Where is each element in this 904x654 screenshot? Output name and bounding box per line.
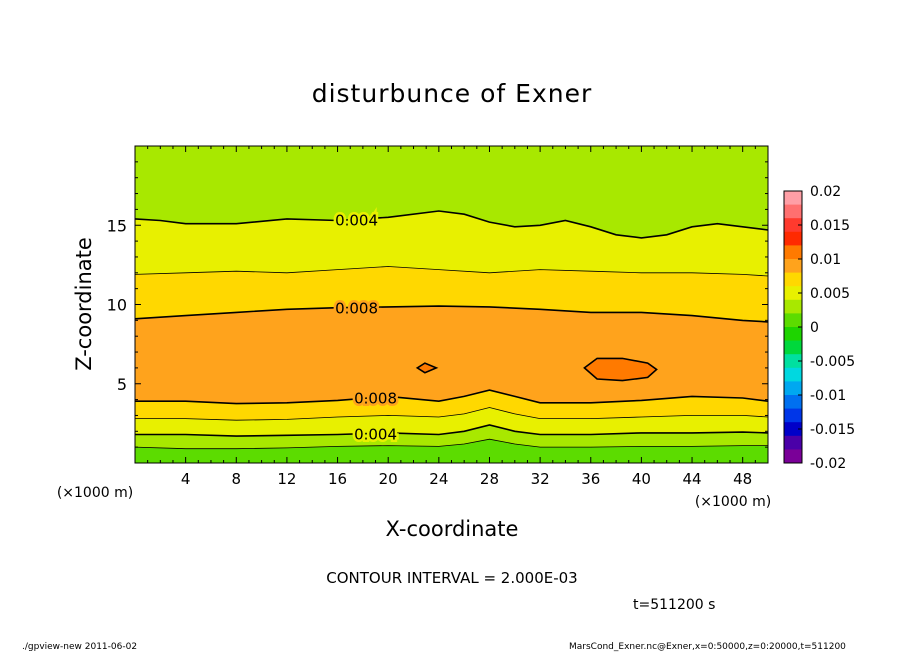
- x-tick-label: 24: [429, 470, 448, 488]
- contour-line-4: [135, 305, 768, 323]
- x-axis-label: X-coordinate: [386, 517, 519, 541]
- x-tick-label: 40: [632, 470, 651, 488]
- x-tick-label: 4: [181, 470, 191, 488]
- x-unit-label-right: (×1000 m): [695, 494, 771, 510]
- contour-label: 0.008: [335, 299, 378, 317]
- contour-line-8: [583, 357, 658, 382]
- x-tick-label: 12: [277, 470, 296, 488]
- colorbar: [784, 191, 802, 464]
- y-tick-labels: 5 10 15: [107, 216, 127, 394]
- colorbar-swatch: [784, 204, 802, 219]
- x-tick-label: 36: [581, 470, 600, 488]
- colorbar-swatch: [784, 313, 802, 328]
- y-tick-label: 10: [107, 296, 127, 315]
- x-tick-label: 28: [480, 470, 499, 488]
- colorbar-swatch: [784, 259, 802, 274]
- colorbar-ticks: 0.02 0.015 0.01 0.005 0 -0.005 -0.01 -0.015 -0.0…: [798, 184, 855, 472]
- colorbar-tick-label: 0.015: [810, 218, 850, 234]
- colorbar-swatch: [784, 381, 802, 396]
- colorbar-swatch: [784, 191, 802, 206]
- y-tick-label: 5: [117, 375, 127, 394]
- x-tick-label: 16: [328, 470, 347, 488]
- colorbar-swatch: [784, 354, 802, 369]
- colorbar-swatch: [784, 340, 802, 355]
- x-tick-label: 8: [232, 470, 242, 488]
- contour-line-0: [135, 438, 768, 450]
- x-unit-label-left: (×1000 m): [57, 485, 133, 501]
- footer-left: ./gpview-new 2011-06-02: [22, 642, 138, 652]
- contour-line-1: [135, 424, 768, 437]
- x-tick-label: 20: [379, 470, 398, 488]
- colorbar-swatch: [784, 218, 802, 233]
- band-lower-0: [135, 439, 768, 463]
- band-upper-2: [135, 146, 768, 238]
- contour-line-3: [135, 389, 768, 405]
- colorbar-swatch: [784, 272, 802, 287]
- colorbar-swatch: [784, 435, 802, 450]
- contour-label: 0.008: [354, 389, 397, 407]
- band-high-1: [584, 358, 657, 381]
- contour-line-2: [135, 407, 768, 421]
- colorbar-swatch: [784, 286, 802, 301]
- x-tick-label: 44: [682, 470, 701, 488]
- colorbar-tick-label: 0: [810, 320, 819, 336]
- colorbar-tick-label: 0.01: [810, 252, 841, 268]
- colorbar-swatch: [784, 395, 802, 410]
- colorbar-tick-label: -0.005: [810, 354, 855, 370]
- colorbar-swatch: [784, 449, 802, 464]
- axis-ticks: [134, 145, 769, 464]
- contour-labels: 0.004 0.008 0.008 0.004: [333, 209, 400, 446]
- x-tick-labels: 4 8 12 16 20 24 28 32 36 40 44 48: [181, 470, 752, 488]
- y-axis-label: Z-coordinate: [72, 237, 96, 371]
- chart-title: disturbunce of Exner: [312, 79, 593, 108]
- colorbar-swatch: [784, 367, 802, 382]
- y-tick-label: 15: [107, 216, 127, 235]
- colorbar-swatch: [784, 299, 802, 314]
- contour-line-5: [135, 266, 768, 277]
- contour-interval-text: CONTOUR INTERVAL = 2.000E-03: [326, 569, 577, 587]
- contour-label: 0.004: [354, 425, 397, 443]
- time-text: t=511200 s: [633, 597, 715, 613]
- colorbar-swatch: [784, 231, 802, 246]
- contour-lines: [135, 210, 768, 450]
- contour-line-6: [135, 210, 768, 239]
- contour-label: 0.004: [335, 211, 378, 229]
- footer-right: MarsCond_Exner.nc@Exner,x=0:50000,z=0:20…: [569, 642, 846, 652]
- colorbar-tick-label: 0.005: [810, 286, 850, 302]
- plot-area: [135, 146, 768, 463]
- colorbar-tick-label: -0.015: [810, 422, 855, 438]
- colorbar-swatch: [784, 245, 802, 260]
- colorbar-tick-label: -0.02: [810, 456, 846, 472]
- filled-bands: [135, 146, 768, 463]
- colorbar-swatch: [784, 327, 802, 342]
- colorbar-swatch: [784, 422, 802, 437]
- colorbar-tick-label: 0.02: [810, 184, 841, 200]
- contour-line-7: [415, 362, 439, 374]
- x-tick-label: 32: [531, 470, 550, 488]
- colorbar-swatch: [784, 408, 802, 423]
- colorbar-tick-label: -0.01: [810, 388, 846, 404]
- x-tick-label: 48: [733, 470, 752, 488]
